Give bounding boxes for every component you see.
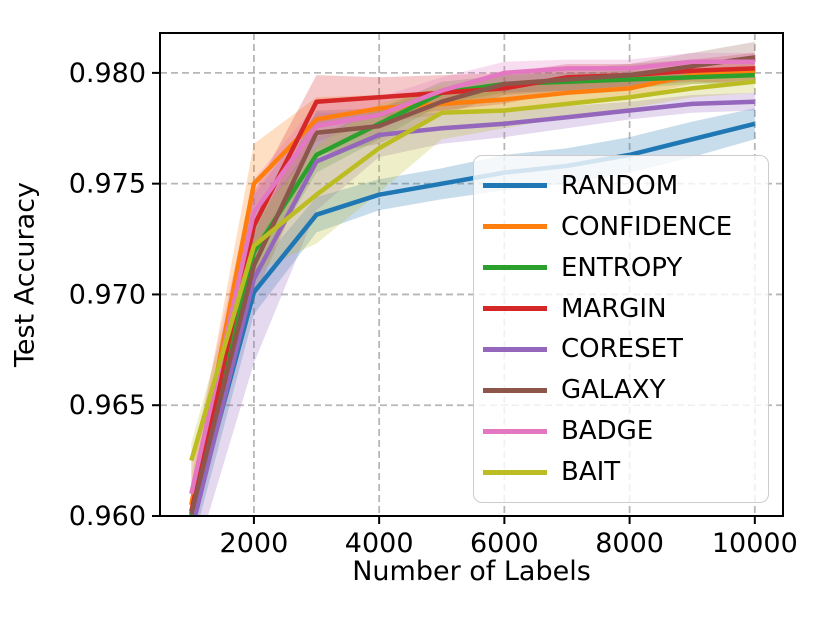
x-axis-label: Number of Labels [352,556,591,587]
legend: RANDOM CONFIDENCE ENTROPY MARGIN CORESET… [473,155,769,503]
x-tick-label: 2000 [220,528,289,559]
y-axis-label: Test Accuracy [9,181,41,368]
legend-item-coreset: CORESET [474,336,768,362]
series-line-badge [189,59,755,495]
plot-border [159,32,784,517]
series-line-bait [189,79,756,462]
legend-label-badge: BADGE [561,416,654,447]
x-tick-label: 10000 [712,528,798,559]
legend-item-random: RANDOM [474,173,768,199]
legend-item-bait: BAIT [474,459,768,485]
legend-label-galaxy: GALAXY [561,375,666,406]
legend-item-entropy: ENTROPY [474,255,768,281]
legend-swatch-confidence-icon [483,224,547,230]
y-tick-label: 0.980 [69,58,146,89]
legend-item-confidence: CONFIDENCE [474,214,768,240]
legend-swatch-margin-icon [483,306,547,311]
series-band-bait [191,70,755,479]
legend-label-bait: BAIT [561,457,621,487]
legend-swatch-badge-icon [483,428,547,434]
legend-item-galaxy: GALAXY [474,377,768,403]
legend-item-margin: MARGIN [474,296,768,322]
series-line-galaxy [189,55,756,515]
legend-label-coreset: CORESET [561,334,683,365]
x-tick-label: 8000 [595,528,664,559]
legend-swatch-coreset-icon [483,346,547,352]
legend-label-confidence: CONFIDENCE [561,211,733,242]
legend-label-random: RANDOM [561,170,679,201]
legend-label-entropy: ENTROPY [561,252,683,283]
series-line-confidence [189,68,755,506]
legend-label-margin: MARGIN [561,293,667,324]
legend-swatch-entropy-icon [483,265,547,271]
legend-swatch-galaxy-icon [483,387,547,393]
y-tick-label: 0.975 [69,169,146,200]
legend-item-badge: BADGE [474,418,768,444]
y-tick-label: 0.960 [69,501,146,532]
legend-swatch-random-icon [483,183,547,189]
y-tick-label: 0.970 [69,279,146,310]
x-tick-label: 6000 [470,528,539,559]
y-tick-label: 0.965 [69,390,146,421]
legend-swatch-bait-icon [483,469,547,475]
x-tick-label: 4000 [345,528,414,559]
